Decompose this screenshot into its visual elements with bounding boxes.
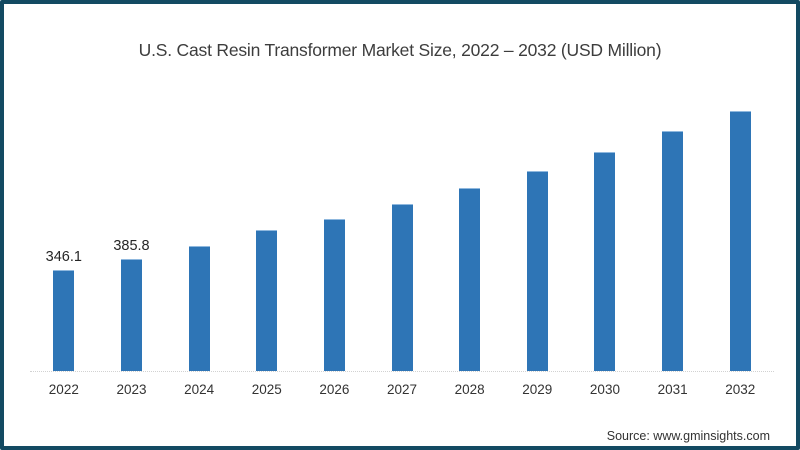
value-label-2022: 346.1 [45, 249, 82, 265]
bar-column-2031 [639, 97, 707, 371]
bar-column-2032 [706, 97, 774, 371]
bar-column-2026 [301, 97, 369, 371]
bar-column-2023: 385.8 [98, 97, 166, 371]
bar-2032 [729, 111, 751, 371]
x-axis-label-2028: 2028 [454, 382, 485, 397]
bar-column-2027 [368, 97, 436, 371]
x-axis-label-2029: 2029 [522, 382, 553, 397]
bar-column-2022: 346.1 [30, 97, 98, 371]
bar-2025 [256, 230, 278, 371]
bar-2028 [459, 188, 481, 371]
source-attribution: Source: www.gminsights.com [606, 429, 770, 443]
chart-title: U.S. Cast Resin Transformer Market Size,… [138, 40, 662, 60]
bar-2026 [323, 219, 345, 371]
bar-column-2028 [436, 97, 504, 371]
x-axis-label-2032: 2032 [725, 382, 756, 397]
x-axis-line [30, 371, 774, 372]
bar-2022 [53, 270, 75, 371]
bar-2031 [662, 131, 684, 371]
x-axis-label-2031: 2031 [657, 382, 688, 397]
bar-2030 [594, 152, 616, 371]
x-axis-label-2024: 2024 [184, 382, 215, 397]
x-axis-label-2030: 2030 [589, 382, 620, 397]
bar-2024 [188, 246, 210, 371]
plot-area: 346.1 385.8 [30, 97, 774, 371]
bar-column-2024 [165, 97, 233, 371]
x-axis-label-2026: 2026 [319, 382, 350, 397]
value-label-2023: 385.8 [113, 238, 150, 254]
x-axis-labels: 2022 2023 2024 2025 2026 2027 2028 2029 2030 2031… [30, 382, 774, 397]
x-axis-label-2023: 2023 [116, 382, 147, 397]
bar-column-2030 [571, 97, 639, 371]
x-axis-label-2022: 2022 [48, 382, 79, 397]
bar-2029 [526, 171, 548, 371]
bar-column-2025 [233, 97, 301, 371]
bar-2027 [391, 204, 413, 371]
x-axis-label-2025: 2025 [251, 382, 282, 397]
bar-column-2029 [503, 97, 571, 371]
bar-2023 [120, 259, 142, 371]
x-axis-label-2027: 2027 [387, 382, 418, 397]
